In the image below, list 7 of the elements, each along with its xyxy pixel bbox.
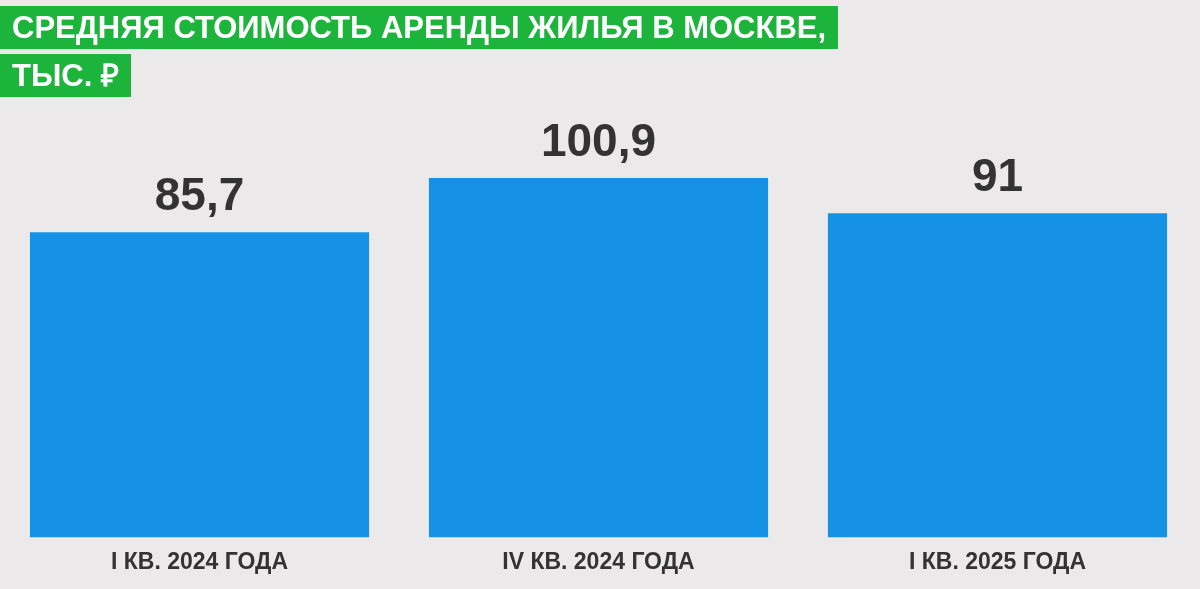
data-label: 85,7	[154, 167, 245, 220]
data-label: 91	[971, 148, 1024, 201]
x-tick-label: I КВ. 2024 ГОДА	[110, 547, 289, 574]
chart-title: СРЕДНЯЯ СТОИМОСТЬ АРЕНДЫ ЖИЛЬЯ В МОСКВЕ, ТЫС. ₽	[0, 6, 839, 97]
x-tick-label: I КВ. 2025 ГОДА	[908, 547, 1087, 574]
data-label: 100,9	[540, 113, 657, 166]
x-tick-label: IV КВ. 2024 ГОДА	[502, 547, 695, 574]
